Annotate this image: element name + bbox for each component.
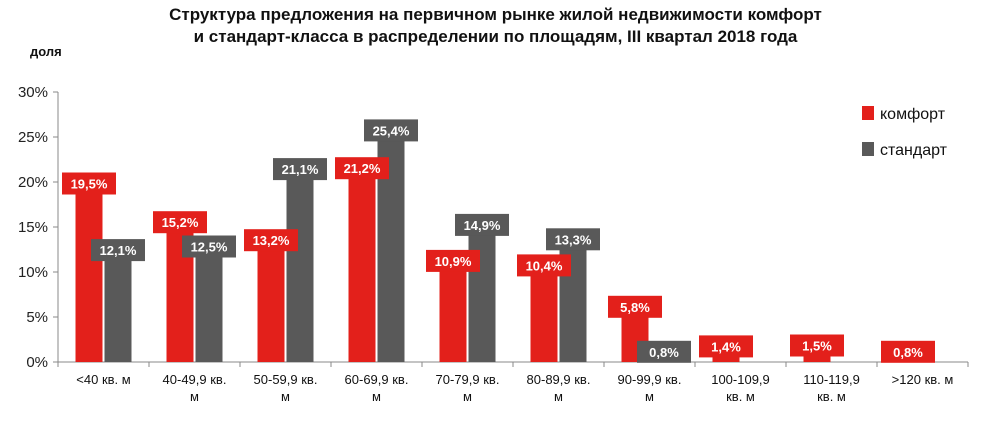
y-tick-label: 30% xyxy=(18,84,48,101)
legend: комфорт стандарт xyxy=(862,106,948,159)
bar-standard xyxy=(104,253,132,362)
legend-swatch-komfort xyxy=(862,106,874,120)
data-label-komfort: 19,5% xyxy=(71,177,108,192)
data-label-komfort: 10,9% xyxy=(435,254,472,269)
data-label-box-standard xyxy=(182,235,236,258)
x-category-label: 40-49,9 кв. м xyxy=(163,372,227,404)
y-axis-unit-label: доля xyxy=(30,44,62,59)
legend-label-standard: стандарт xyxy=(880,142,948,159)
x-category-label: 90-99,9 кв. м xyxy=(618,372,682,404)
x-category-label-line: 80-89,9 кв. xyxy=(527,372,591,387)
data-label-box-standard xyxy=(91,239,145,262)
x-category-label: 100-109,9 кв. м xyxy=(711,372,770,404)
y-tick-label: 10% xyxy=(18,264,48,281)
data-label-box-standard xyxy=(364,119,418,142)
x-category-label: 50-59,9 кв. м xyxy=(254,372,318,404)
y-tick-label: 20% xyxy=(18,174,48,191)
x-category-label-line: кв. м xyxy=(817,389,846,404)
data-label-standard: 0,8% xyxy=(649,345,679,360)
data-label-box-komfort xyxy=(608,295,662,318)
data-label-komfort: 1,4% xyxy=(711,339,741,354)
chart-title: Структура предложения на первичном рынке… xyxy=(0,4,991,48)
data-label-standard: 12,5% xyxy=(191,240,228,255)
data-label-box-komfort xyxy=(790,334,844,357)
y-tick-label: 5% xyxy=(26,309,48,326)
x-category-label-line: 90-99,9 кв. xyxy=(618,372,682,387)
data-label-box-komfort xyxy=(426,249,480,272)
bar-komfort xyxy=(439,263,467,362)
x-category-label-line: 70-79,9 кв. xyxy=(436,372,500,387)
x-category-label-line: 40-49,9 кв. xyxy=(163,372,227,387)
data-labels: 19,5% 12,1% 15,2% 12,5% 13,2% 21,1% 21,2% 25,4%… xyxy=(62,119,935,363)
data-label-box-standard xyxy=(273,158,327,181)
chart-title-line-1: Структура предложения на первичном рынке… xyxy=(169,5,822,24)
data-label-box-komfort xyxy=(153,211,207,234)
data-label-box-komfort xyxy=(335,157,389,180)
data-label-komfort: 15,2% xyxy=(162,215,199,230)
x-category-label: 70-79,9 кв. м xyxy=(436,372,500,404)
chart-title-line-2: и стандарт-класса в распределении по пло… xyxy=(193,27,798,46)
data-label-komfort: 0,8% xyxy=(893,345,923,360)
x-category-label-line: м xyxy=(372,389,381,404)
data-label-standard: 12,1% xyxy=(100,243,137,258)
data-label-standard: 25,4% xyxy=(373,123,410,138)
x-category-label: 110-119,9 кв. м xyxy=(803,372,860,404)
bar-komfort xyxy=(75,186,103,362)
data-label-standard: 14,9% xyxy=(464,218,501,233)
x-category-label-line: 100-109,9 xyxy=(711,372,770,387)
x-category-label-line: м xyxy=(281,389,290,404)
x-category-label-line: м xyxy=(463,389,472,404)
data-label-komfort: 21,2% xyxy=(344,161,381,176)
x-category-label-line: м xyxy=(190,389,199,404)
bar-standard xyxy=(286,172,314,362)
data-label-box-standard xyxy=(637,340,691,363)
y-tick-label: 0% xyxy=(26,354,48,371)
data-label-standard: 21,1% xyxy=(282,162,319,177)
data-label-box-standard xyxy=(455,213,509,236)
x-category-label-line: м xyxy=(645,389,654,404)
axes: 0% 5% 10% 15% 20% 25% 30% <40 кв. м 40-49,9 кв. м… xyxy=(18,84,969,404)
bar-standard xyxy=(468,227,496,362)
x-category-label: >120 кв. м xyxy=(892,372,954,387)
data-label-standard: 13,3% xyxy=(555,232,592,247)
x-category-label-line: м xyxy=(554,389,563,404)
x-category-label-line: >120 кв. м xyxy=(892,372,954,387)
y-tick-label: 15% xyxy=(18,219,48,236)
x-category-label-line: 60-69,9 кв. xyxy=(345,372,409,387)
bar-standard xyxy=(195,249,223,362)
data-label-komfort: 1,5% xyxy=(802,339,832,354)
x-category-label: <40 кв. м xyxy=(76,372,130,387)
bar-komfort xyxy=(530,268,558,362)
data-label-box-standard xyxy=(546,228,600,251)
data-label-komfort: 10,4% xyxy=(526,258,563,273)
data-label-box-komfort xyxy=(244,229,298,252)
x-category-label-line: 110-119,9 xyxy=(803,372,860,387)
legend-label-komfort: комфорт xyxy=(880,106,946,123)
data-label-box-komfort xyxy=(881,340,935,363)
x-category-label-line: кв. м xyxy=(726,389,755,404)
data-label-box-komfort xyxy=(699,335,753,358)
bar-komfort xyxy=(348,171,376,362)
data-label-box-komfort xyxy=(517,254,571,277)
legend-swatch-standard xyxy=(862,142,874,156)
x-category-label: 80-89,9 кв. м xyxy=(527,372,591,404)
x-category-label: 60-69,9 кв. м xyxy=(345,372,409,404)
data-label-komfort: 13,2% xyxy=(253,233,290,248)
x-category-label-line: <40 кв. м xyxy=(76,372,130,387)
data-label-box-komfort xyxy=(62,172,116,195)
y-tick-label: 25% xyxy=(18,129,48,146)
x-category-label-line: 50-59,9 кв. xyxy=(254,372,318,387)
bar-komfort xyxy=(257,243,285,362)
data-label-komfort: 5,8% xyxy=(620,300,650,315)
